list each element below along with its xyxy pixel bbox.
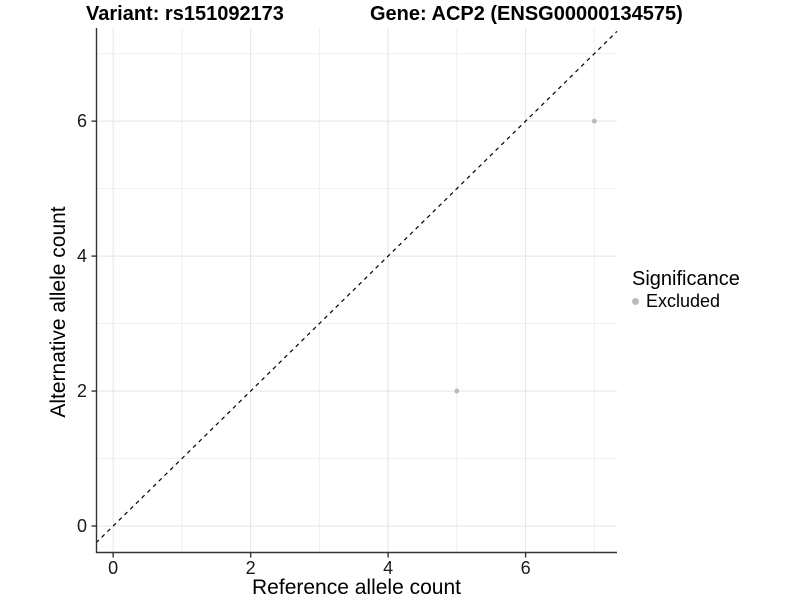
scatter-plot: 0 2 4 6 0 2 4 6 (77, 28, 618, 578)
legend-item-label: Excluded (646, 291, 721, 311)
plot-panel: 0 2 4 6 0 2 4 6 (77, 28, 618, 578)
x-tick-label: 4 (383, 558, 393, 578)
y-tick-label: 2 (77, 381, 87, 401)
x-tick-label: 2 (246, 558, 256, 578)
legend-title: Significance (632, 268, 740, 290)
x-tick-label: 0 (108, 558, 118, 578)
identity-reference-line (95, 30, 618, 544)
y-axis-label: Alternative allele count (47, 206, 70, 418)
y-tick-label: 4 (77, 246, 87, 266)
y-tick-label: 0 (77, 516, 87, 536)
x-axis-label: Reference allele count (252, 576, 461, 599)
y-tick-label: 6 (77, 111, 87, 131)
plot-title-gene: Gene: ACP2 (ENSG00000134575) (370, 3, 683, 25)
data-point (454, 388, 460, 394)
legend: Significance Excluded (632, 268, 740, 311)
data-point (591, 118, 597, 124)
legend-item-excluded: Excluded (632, 291, 740, 311)
plot-title-variant: Variant: rs151092173 (86, 3, 284, 25)
legend-point-swatch (632, 297, 639, 305)
x-tick-label: 6 (521, 558, 531, 578)
